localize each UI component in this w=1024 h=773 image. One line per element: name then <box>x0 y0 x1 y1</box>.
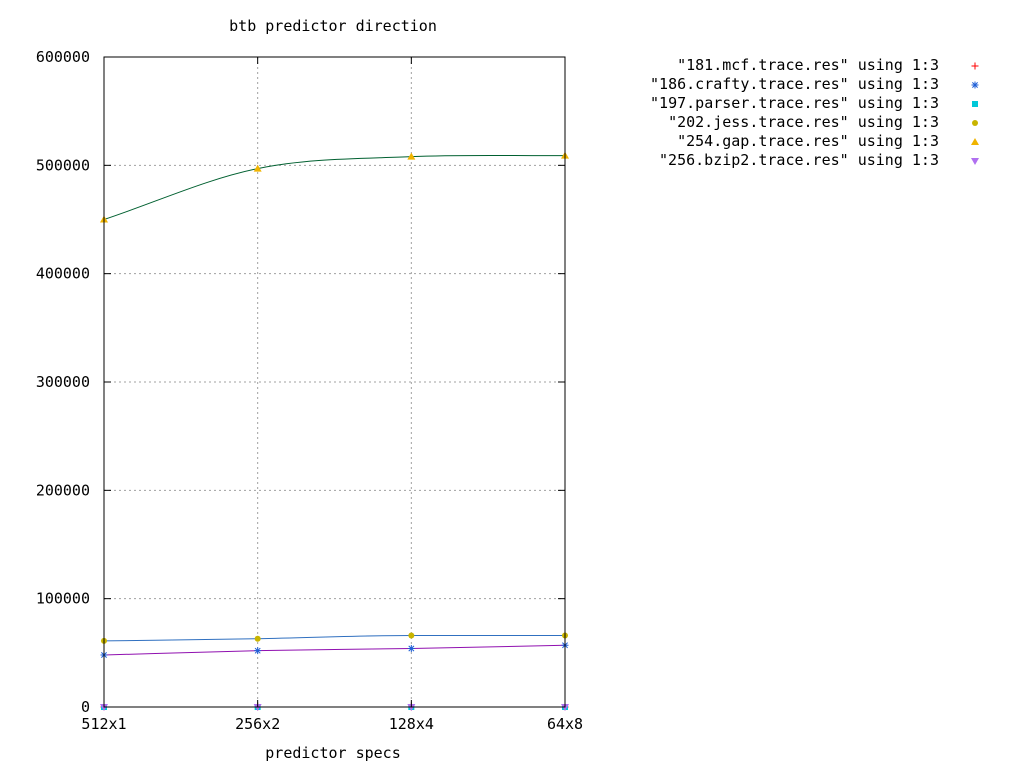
legend-marker <box>971 62 979 70</box>
x-axis-label: predictor specs <box>265 744 400 762</box>
legend-label: "254.gap.trace.res" using 1:3 <box>677 132 939 150</box>
series-curve <box>103 154 566 220</box>
legend-marker <box>972 120 978 126</box>
data-point <box>254 635 261 642</box>
y-tick-label: 0 <box>81 698 90 716</box>
legend-label: "181.mcf.trace.res" using 1:3 <box>677 56 939 74</box>
legend-marker <box>971 81 979 89</box>
x-tick-label: 256x2 <box>235 715 280 733</box>
data-point <box>407 645 415 652</box>
y-tick-label: 500000 <box>36 156 90 174</box>
x-tick-label: 512x1 <box>81 715 126 733</box>
legend-marker <box>971 158 979 165</box>
data-point <box>408 632 415 639</box>
legend-marker <box>971 138 979 145</box>
series-curve <box>103 634 565 642</box>
curve-layer <box>103 154 566 656</box>
data-point <box>407 152 416 160</box>
data-point <box>253 164 262 172</box>
x-tick-label: 64x8 <box>547 715 583 733</box>
legend-label: "197.parser.trace.res" using 1:3 <box>650 94 939 112</box>
y-tick-label: 100000 <box>36 590 90 608</box>
legend-label: "256.bzip2.trace.res" using 1:3 <box>659 151 939 169</box>
y-tick-label: 300000 <box>36 373 90 391</box>
series-curve <box>103 644 566 656</box>
chart-title: btb predictor direction <box>229 17 437 35</box>
point-layer <box>100 151 569 711</box>
x-tick-label: 128x4 <box>389 715 434 733</box>
y-tick-label: 600000 <box>36 48 90 66</box>
legend-label: "202.jess.trace.res" using 1:3 <box>668 113 939 131</box>
tick-layer: 0 100000 200000 300000 400000 500000 600000 512… <box>36 48 583 733</box>
data-point <box>254 647 262 655</box>
y-tick-label: 200000 <box>36 481 90 499</box>
grid-layer <box>104 57 565 707</box>
legend-marker <box>972 101 978 107</box>
y-tick-label: 400000 <box>36 265 90 283</box>
legend-label: "186.crafty.trace.res" using 1:3 <box>650 75 939 93</box>
legend: "181.mcf.trace.res" using 1:3"186.crafty… <box>650 56 979 169</box>
